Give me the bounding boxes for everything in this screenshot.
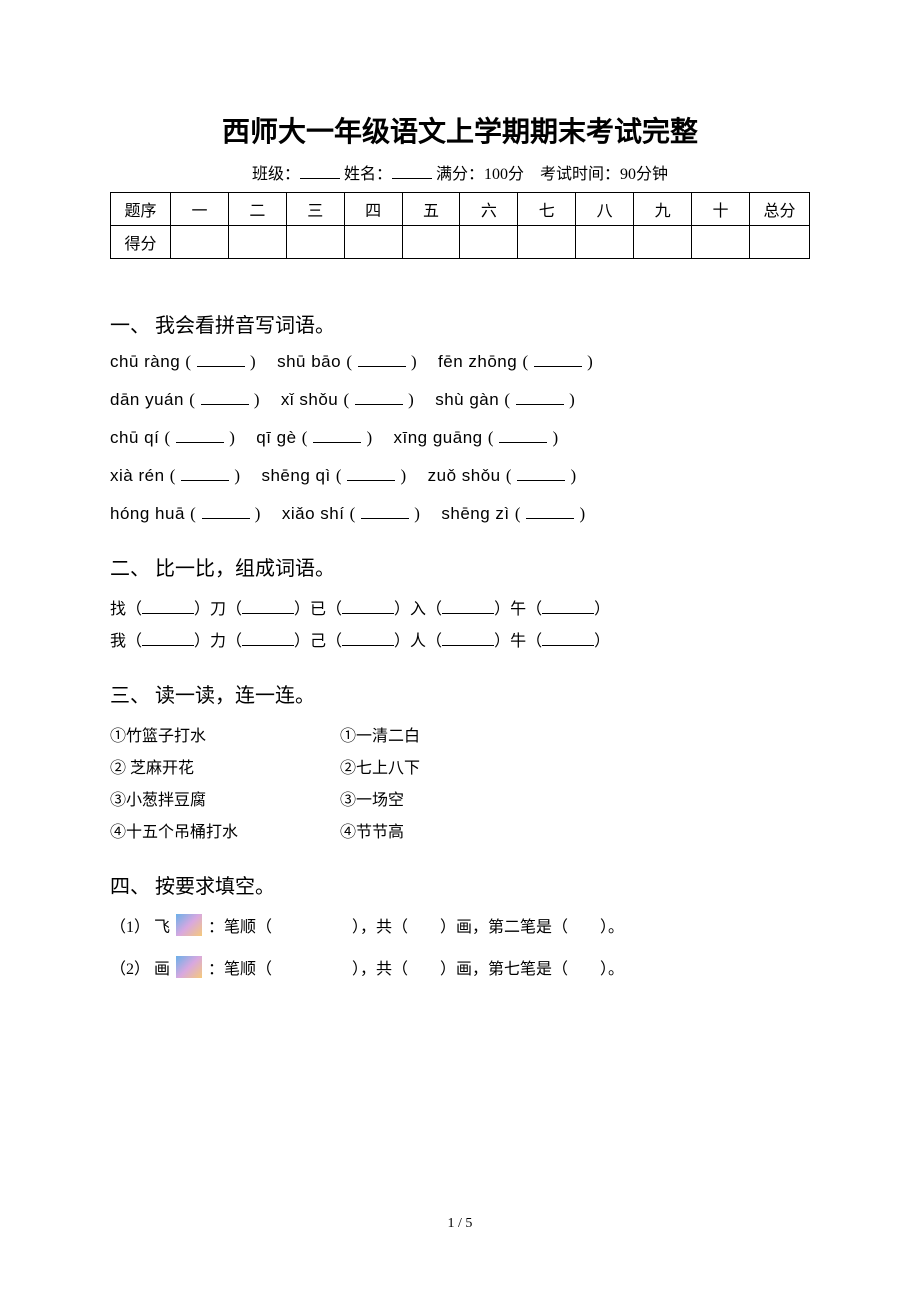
exam-title: 西师大一年级语文上学期期末考试完整 xyxy=(110,110,810,150)
score-cell xyxy=(576,226,634,259)
match-row: ② 芝麻开花②七上八下 xyxy=(110,754,810,778)
full-marks: 满分：100分 xyxy=(436,166,524,183)
match-right: ③一场空 xyxy=(340,786,404,810)
section-4-heading: 四、 按要求填空。 xyxy=(110,870,810,899)
score-cell xyxy=(750,226,810,259)
compare-row: 我（）力（）己（）人（）牛（） xyxy=(110,627,810,651)
match-right: ④节节高 xyxy=(340,818,404,842)
score-label: 得分 xyxy=(111,226,171,259)
section-2-content: 找（）刀（）已（）入（）午（） 我（）力（）己（）人（）牛（） xyxy=(110,595,810,651)
score-cell xyxy=(692,226,750,259)
header-label: 题序 xyxy=(111,193,171,226)
match-row: ④十五个吊桶打水④节节高 xyxy=(110,818,810,842)
score-table-score-row: 得分 xyxy=(111,226,810,259)
col-6: 六 xyxy=(460,193,518,226)
item-tail: ：笔顺（ ），共（ ）画，第七笔是（ ）。 xyxy=(208,955,624,979)
item-number: （2） xyxy=(110,955,150,979)
col-total: 总分 xyxy=(750,193,810,226)
match-left: ④十五个吊桶打水 xyxy=(110,818,340,842)
score-table-header-row: 题序 一 二 三 四 五 六 七 八 九 十 总分 xyxy=(111,193,810,226)
score-cell xyxy=(286,226,344,259)
exam-time: 考试时间：90分钟 xyxy=(540,166,668,183)
score-cell xyxy=(344,226,402,259)
score-cell xyxy=(518,226,576,259)
score-cell xyxy=(634,226,692,259)
col-5: 五 xyxy=(402,193,460,226)
section-3-content: ①竹篮子打水①一清二白② 芝麻开花②七上八下③小葱拌豆腐③一场空④十五个吊桶打水… xyxy=(110,722,810,842)
col-7: 七 xyxy=(518,193,576,226)
section-4-content: （1）飞 ：笔顺（ ），共（ ）画，第二笔是（ ）。 （2）画 ：笔顺（ ），共（ ）… xyxy=(110,913,810,979)
section-2-heading: 二、 比一比，组成词语。 xyxy=(110,552,810,581)
pinyin-row: hóng huā ( ) xiǎo shí ( ) shēng zì ( ) xyxy=(110,504,810,524)
score-cell xyxy=(402,226,460,259)
match-left: ①竹篮子打水 xyxy=(110,722,340,746)
exam-subtitle: 班级： 姓名： 满分：100分 考试时间：90分钟 xyxy=(110,160,810,184)
match-left: ② 芝麻开花 xyxy=(110,754,340,778)
section-1-heading: 一、 我会看拼音写词语。 xyxy=(110,309,810,338)
section-1-content: chū ràng ( ) shū bāo ( ) fēn zhōng ( ) dā… xyxy=(110,352,810,524)
class-label: 班级： xyxy=(252,166,300,183)
col-2: 二 xyxy=(228,193,286,226)
col-9: 九 xyxy=(634,193,692,226)
score-table: 题序 一 二 三 四 五 六 七 八 九 十 总分 得分 xyxy=(110,192,810,259)
pinyin-row: dān yuán ( ) xǐ shǒu ( ) shù gàn ( ) xyxy=(110,390,810,410)
item-char: 飞 xyxy=(154,913,170,937)
compare-row: 找（）刀（）已（）入（）午（） xyxy=(110,595,810,619)
pinyin-row: xià rén ( ) shēng qì ( ) zuǒ shǒu ( ) xyxy=(110,466,810,486)
section-3-heading: 三、 读一读，连一连。 xyxy=(110,679,810,708)
col-4: 四 xyxy=(344,193,402,226)
stroke-image-icon xyxy=(176,914,202,936)
fill-row: （1）飞 ：笔顺（ ），共（ ）画，第二笔是（ ）。 xyxy=(110,913,810,937)
item-number: （1） xyxy=(110,913,150,937)
col-1: 一 xyxy=(171,193,229,226)
match-row: ③小葱拌豆腐③一场空 xyxy=(110,786,810,810)
stroke-image-icon xyxy=(176,956,202,978)
score-cell xyxy=(171,226,229,259)
col-10: 十 xyxy=(692,193,750,226)
match-right: ①一清二白 xyxy=(340,722,420,746)
score-cell xyxy=(460,226,518,259)
col-8: 八 xyxy=(576,193,634,226)
name-label: 姓名： xyxy=(344,166,392,183)
fill-row: （2）画 ：笔顺（ ），共（ ）画，第七笔是（ ）。 xyxy=(110,955,810,979)
match-row: ①竹篮子打水①一清二白 xyxy=(110,722,810,746)
score-cell xyxy=(228,226,286,259)
pinyin-row: chū ràng ( ) shū bāo ( ) fēn zhōng ( ) xyxy=(110,352,810,372)
col-3: 三 xyxy=(286,193,344,226)
pinyin-row: chū qí ( ) qī gè ( ) xīng guāng ( ) xyxy=(110,428,810,448)
page-footer: 1 / 5 xyxy=(0,1216,920,1232)
item-char: 画 xyxy=(154,955,170,979)
name-blank xyxy=(392,163,432,179)
item-tail: ：笔顺（ ），共（ ）画，第二笔是（ ）。 xyxy=(208,913,624,937)
class-blank xyxy=(300,163,340,179)
match-left: ③小葱拌豆腐 xyxy=(110,786,340,810)
match-right: ②七上八下 xyxy=(340,754,420,778)
